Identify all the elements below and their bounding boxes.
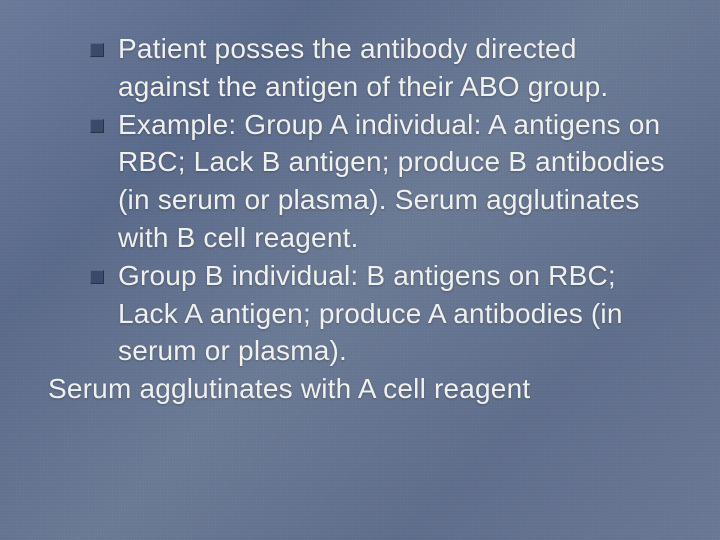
bullet-text: Example: Group A individual: A antigens … [118, 106, 672, 257]
bullet-item: Group B individual: B antigens on RBC; L… [48, 257, 672, 370]
square-bullet-icon [90, 119, 104, 133]
bullet-item: Example: Group A individual: A antigens … [48, 106, 672, 257]
square-bullet-icon [90, 270, 104, 284]
slide: Patient posses the antibody directed aga… [0, 0, 720, 540]
trailing-text: Serum agglutinates with A cell reagent [48, 370, 530, 408]
bullet-text: Patient posses the antibody directed aga… [118, 30, 672, 106]
bullet-text: Group B individual: B antigens on RBC; L… [118, 257, 672, 370]
square-bullet-icon [90, 43, 104, 57]
bullet-item: Patient posses the antibody directed aga… [48, 30, 672, 106]
slide-content: Patient posses the antibody directed aga… [48, 30, 672, 408]
trailing-line: Serum agglutinates with A cell reagent [48, 370, 672, 408]
